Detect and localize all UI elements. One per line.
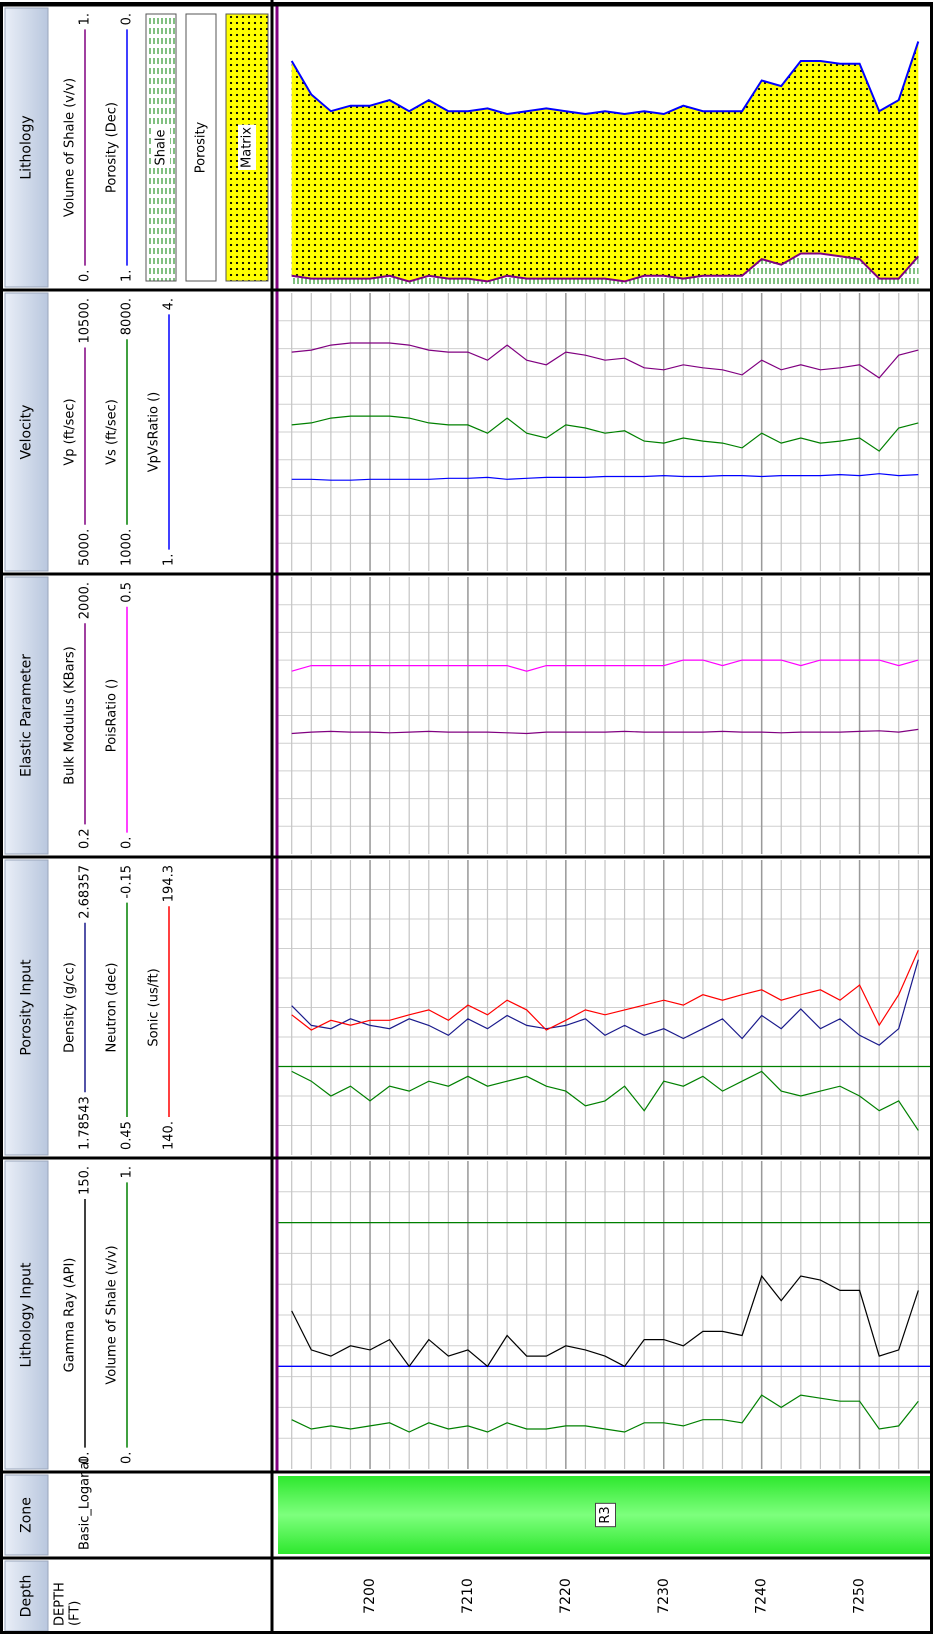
scale-label: 10500.	[78, 298, 93, 344]
fill-legend-label: Shale	[154, 129, 169, 165]
depth-tick-label: 7200	[362, 1578, 378, 1614]
curve-name: Density (g/cc)	[63, 962, 78, 1053]
depth-tick-label: 7220	[558, 1578, 574, 1614]
scale-label: 0.	[78, 1452, 93, 1464]
scale-label: 0.45	[120, 1121, 135, 1150]
log-curve	[290, 41, 920, 116]
scale-label: 1.	[78, 13, 93, 25]
curve-name: PoisRatio ()	[105, 679, 120, 752]
porosity-fill	[291, 8, 919, 115]
log-curve	[291, 728, 919, 735]
curve-name: Neutron (dec)	[105, 963, 120, 1053]
zone-label-box	[595, 1502, 616, 1528]
depth-tick-label: 7210	[460, 1578, 476, 1614]
log-curve	[291, 1394, 919, 1433]
track-title-band	[4, 1160, 49, 1470]
curve-name: Vs (ft/sec)	[105, 399, 120, 465]
fill-legend-label-bg	[192, 119, 210, 176]
scale-label: 1.78543	[78, 1096, 93, 1150]
log-curve	[291, 252, 920, 283]
scale-label: 1.	[120, 1166, 135, 1178]
track-title: Lithology Input	[19, 1262, 35, 1367]
depth-tick-label: 7250	[852, 1578, 868, 1614]
scale-label: 4.	[162, 298, 177, 310]
depth-tick-label: 7240	[754, 1578, 770, 1614]
log-curve	[291, 1274, 919, 1368]
track-title-band	[4, 292, 49, 572]
scale-label: 0.5	[120, 582, 135, 603]
track-title: Depth	[19, 1575, 35, 1618]
scale-label: 2.68357	[78, 865, 93, 919]
curve-name: Bulk Modulus (KBars)	[63, 646, 78, 785]
scale-label: 5000.	[78, 529, 93, 566]
matrix-fill	[291, 41, 919, 282]
scale-label: 140.	[162, 1121, 177, 1150]
log-curve	[291, 949, 919, 1031]
curve-name: Gamma Ray (API)	[63, 1258, 78, 1373]
track-title: Porosity Input	[19, 959, 35, 1056]
curve-name: Vp (ft/sec)	[63, 398, 78, 465]
scale-label: -0.15	[120, 865, 135, 899]
scale-label: 150.	[78, 1166, 93, 1195]
track-title-band	[4, 576, 49, 855]
log-curve	[291, 342, 919, 379]
curve-name: Sonic (us/ft)	[147, 968, 162, 1046]
track-title-band	[4, 859, 49, 1156]
track-title: Elastic Parameter	[19, 654, 35, 777]
curve-name: VpVsRatio ()	[147, 392, 162, 472]
zone-name: Basic_Loganal	[78, 1458, 93, 1550]
fill-legend-label: Matrix	[240, 127, 255, 168]
depth-unit: DEPTH	[53, 1582, 68, 1626]
track-title: Zone	[19, 1497, 35, 1533]
log-curve	[291, 959, 919, 1046]
scale-label: 0.	[120, 13, 135, 25]
track-title-band	[4, 7, 49, 288]
log-curve	[291, 473, 919, 481]
fill-legend-label-bg	[152, 127, 170, 168]
zone-label: R3	[598, 1506, 613, 1523]
scale-label: 0.	[120, 837, 135, 849]
scale-label: 0.2	[78, 828, 93, 849]
log-curve	[291, 1070, 919, 1131]
fill-legend-label: Porosity	[194, 121, 209, 173]
track-title: Lithology	[19, 115, 35, 179]
curve-name: Volume of Shale (v/v)	[105, 1245, 120, 1384]
scale-label: 8000.	[120, 298, 135, 335]
scale-label: 1.	[120, 270, 135, 282]
curve-name: Porosity (Dec)	[105, 102, 120, 193]
scale-label: 1.	[162, 554, 177, 566]
scale-label: 194.3	[162, 865, 177, 902]
depth-tick-label: 7230	[656, 1578, 672, 1614]
curve-name: Volume of Shale (v/v)	[63, 78, 78, 217]
depth-unit: (FT)	[68, 1601, 83, 1626]
track-title-band	[4, 1474, 49, 1556]
fill-legend-label-bg	[238, 124, 256, 170]
scale-label: 1000.	[120, 529, 135, 566]
scale-label: 0.	[78, 270, 93, 282]
scale-label: 0.	[120, 1452, 135, 1464]
track-title: Velocity	[19, 405, 35, 460]
log-curve	[291, 415, 919, 452]
scale-label: 2000.	[78, 582, 93, 619]
log-curve	[291, 659, 919, 672]
